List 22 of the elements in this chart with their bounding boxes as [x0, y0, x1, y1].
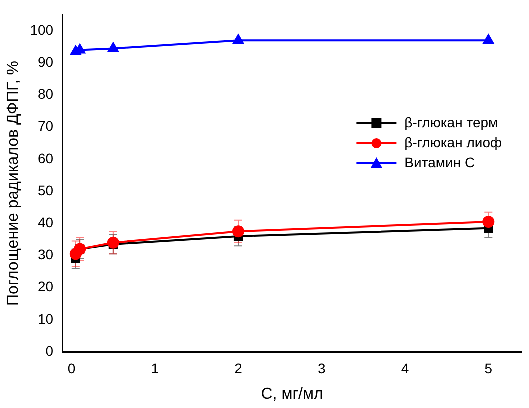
y-tick-label: 60 — [38, 150, 54, 166]
y-tick-label: 70 — [38, 118, 54, 134]
x-tick-label: 4 — [401, 360, 410, 376]
x-tick-label: 1 — [151, 360, 160, 376]
x-tick-label: 2 — [234, 360, 243, 376]
y-tick-label: 10 — [38, 310, 54, 327]
y-tick-label: 40 — [38, 214, 54, 230]
x-tick-label: 3 — [318, 360, 326, 376]
y-tick-label: 0 — [46, 342, 54, 359]
x-axis-title: C, мг/мл — [261, 386, 324, 403]
y-tick-label: 20 — [38, 278, 54, 295]
legend-label: β-глюкан терм — [404, 114, 498, 130]
y-tick-label: 100 — [30, 22, 54, 38]
y-tick-label: 80 — [38, 86, 54, 102]
y-tick-label: 50 — [38, 182, 54, 198]
x-tick-label: 5 — [484, 360, 493, 376]
x-tick-label: 0 — [68, 360, 76, 376]
y-tick-label: 30 — [38, 246, 54, 263]
y-axis-title: Поглощение радикалов ДФПГ, % — [5, 61, 22, 306]
legend-label: β-глюкан лиоф — [404, 134, 502, 150]
y-tick-label: 90 — [38, 54, 54, 70]
legend-label: Витамин С — [404, 154, 476, 170]
